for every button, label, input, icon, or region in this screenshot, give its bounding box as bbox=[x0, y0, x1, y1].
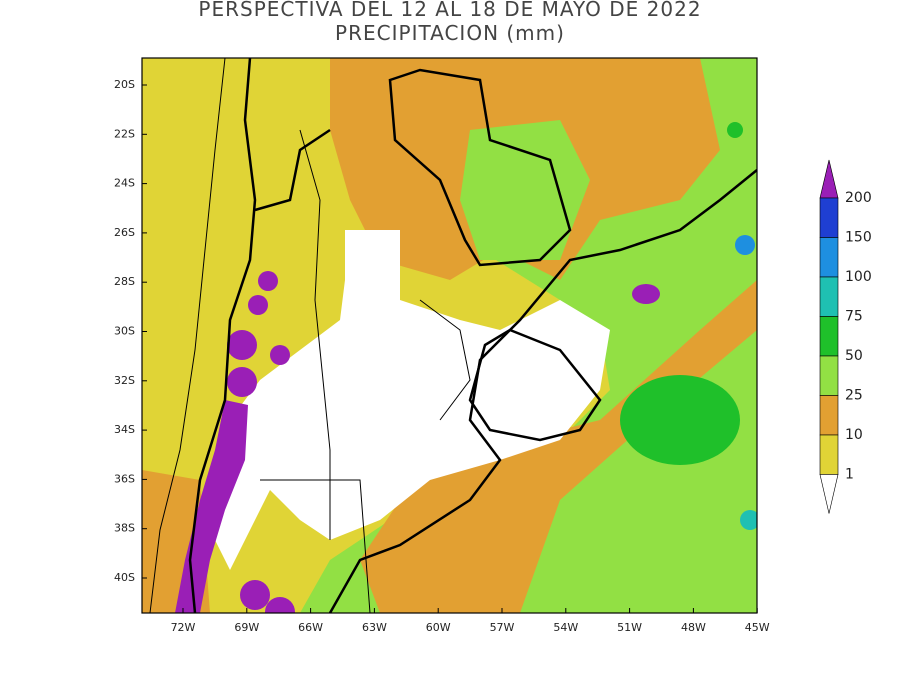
lat-label: 26S bbox=[114, 226, 135, 239]
lon-label: 60W bbox=[426, 621, 451, 634]
colorbar-segment bbox=[819, 355, 839, 396]
colorbar-segment bbox=[819, 197, 839, 238]
lat-label: 40S bbox=[114, 571, 135, 584]
colorbar-top-arrow bbox=[819, 159, 839, 199]
lon-label: 57W bbox=[490, 621, 515, 634]
lon-label: 66W bbox=[298, 621, 323, 634]
colorbar-label: 100 bbox=[845, 269, 872, 285]
colorbar-segment bbox=[819, 276, 839, 317]
colorbar-label: 150 bbox=[845, 230, 872, 246]
colorbar: 200 150 100 75 50 25 10 1 bbox=[819, 159, 872, 514]
colorbar-label: 1 bbox=[845, 467, 854, 483]
precip-map bbox=[142, 58, 757, 613]
lat-label: 28S bbox=[114, 275, 135, 288]
colorbar-label: 25 bbox=[845, 388, 863, 404]
colorbar-segment bbox=[819, 395, 839, 436]
title-line1: PERSPECTIVA DEL 12 AL 18 DE MAYO DE 2022 bbox=[198, 0, 701, 21]
lat-label: 22S bbox=[114, 127, 135, 140]
lon-label: 54W bbox=[553, 621, 578, 634]
lat-label: 36S bbox=[114, 472, 135, 485]
lat-label: 38S bbox=[114, 522, 135, 535]
lat-label: 30S bbox=[114, 325, 135, 338]
colorbar-label: 10 bbox=[845, 427, 863, 443]
lat-label: 32S bbox=[114, 374, 135, 387]
lat-label: 20S bbox=[114, 78, 135, 91]
colorbar-label: 200 bbox=[845, 190, 872, 206]
title-line2: PRECIPITACION (mm) bbox=[335, 21, 565, 45]
lon-label: 72W bbox=[171, 621, 196, 634]
colorbar-label: 75 bbox=[845, 309, 863, 325]
colorbar-segment bbox=[819, 316, 839, 357]
colorbar-segment bbox=[819, 237, 839, 278]
colorbar-segment bbox=[819, 434, 839, 475]
lat-label: 34S bbox=[114, 423, 135, 436]
lon-label: 51W bbox=[617, 621, 642, 634]
colorbar-bottom-arrow bbox=[819, 474, 839, 514]
map-frame bbox=[141, 57, 758, 614]
lon-label: 69W bbox=[234, 621, 259, 634]
lon-label: 45W bbox=[745, 621, 770, 634]
lon-label: 48W bbox=[681, 621, 706, 634]
lat-label: 24S bbox=[114, 177, 135, 190]
colorbar-label: 50 bbox=[845, 348, 863, 364]
lon-label: 63W bbox=[362, 621, 387, 634]
